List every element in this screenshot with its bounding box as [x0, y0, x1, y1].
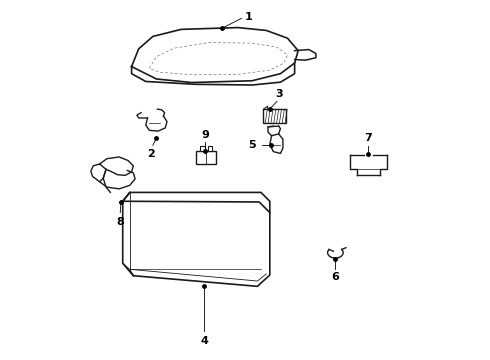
Text: 6: 6 [331, 272, 339, 282]
Bar [208, 146, 212, 150]
Bar [200, 146, 205, 150]
Text: 5: 5 [248, 140, 256, 149]
Text: 9: 9 [201, 130, 209, 140]
Text: 3: 3 [275, 89, 283, 99]
Bar [196, 150, 216, 164]
Bar [264, 109, 287, 123]
Text: 4: 4 [200, 336, 208, 346]
Text: 7: 7 [365, 133, 372, 143]
Text: 8: 8 [116, 217, 124, 227]
Text: 2: 2 [147, 149, 155, 159]
Text: 1: 1 [245, 12, 252, 22]
